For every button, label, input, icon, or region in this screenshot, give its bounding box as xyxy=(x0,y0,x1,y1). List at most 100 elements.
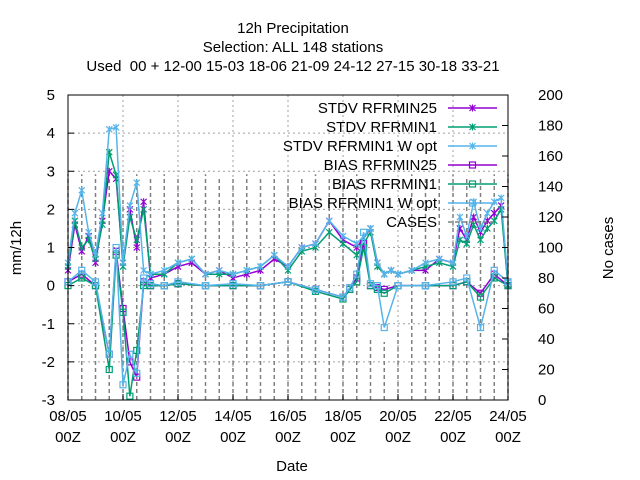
data-point xyxy=(174,278,182,286)
y2-tick-label: 60 xyxy=(538,301,555,318)
data-point xyxy=(463,232,471,240)
title-line-3: Used 00 + 12-00 15-03 18-06 21-09 24-12 … xyxy=(86,58,499,75)
data-point xyxy=(449,278,457,286)
data-point xyxy=(373,282,381,290)
x-axis-label: Date xyxy=(276,458,308,475)
data-point xyxy=(243,266,251,274)
data-point xyxy=(298,244,306,251)
data-point xyxy=(360,228,368,236)
data-point xyxy=(229,280,237,288)
data-point xyxy=(339,232,347,240)
x-tick-label-hour: 00Z xyxy=(385,429,411,446)
data-point xyxy=(394,270,402,278)
series-line xyxy=(67,232,509,385)
data-point xyxy=(490,217,498,225)
x-tick-label-hour: 00Z xyxy=(330,429,356,446)
y2-tick-label: 20 xyxy=(538,362,555,379)
data-point xyxy=(449,259,457,267)
legend-label: BIAS RFRMIN25 xyxy=(324,157,437,174)
x-tick-label-date: 16/05 xyxy=(269,408,307,425)
x-tick-label-date: 12/05 xyxy=(159,408,197,425)
data-point xyxy=(126,350,134,358)
y-tick-label: -2 xyxy=(42,354,55,371)
data-point xyxy=(78,244,86,251)
data-point xyxy=(353,278,361,286)
data-point xyxy=(380,323,388,332)
x-tick-label-date: 08/05 xyxy=(49,408,87,425)
data-point xyxy=(373,259,381,267)
y-tick-label: 3 xyxy=(47,163,55,180)
data-point xyxy=(201,282,210,290)
data-point xyxy=(284,278,292,286)
legend-marker xyxy=(469,104,476,112)
y2-tick-label: 140 xyxy=(538,179,563,196)
data-point xyxy=(312,240,319,248)
data-point xyxy=(98,209,106,217)
data-point xyxy=(202,270,209,278)
data-point xyxy=(366,280,375,288)
legend-label: STDV RFRMIN1 xyxy=(326,119,437,136)
data-point xyxy=(188,255,196,263)
data-point xyxy=(160,266,168,274)
data-point xyxy=(325,217,333,225)
data-point xyxy=(229,270,237,278)
data-point xyxy=(449,282,457,290)
data-point xyxy=(140,198,148,206)
data-point xyxy=(133,179,141,187)
y-tick-label: 1 xyxy=(47,240,55,257)
data-point xyxy=(140,274,148,282)
x-tick-label-date: 10/05 xyxy=(104,408,142,425)
legend-label: STDV RFRMIN1 W opt xyxy=(283,138,438,155)
data-point xyxy=(78,266,86,274)
data-point xyxy=(257,263,264,271)
data-point xyxy=(456,213,464,221)
legend-marker xyxy=(468,161,477,169)
chart-title: 12h Precipitation Selection: ALL 148 sta… xyxy=(86,20,499,75)
data-point xyxy=(353,251,361,259)
legend-label: BIAS RFRMIN1 xyxy=(332,176,437,193)
data-point xyxy=(78,274,86,282)
x-tick-label-hour: 00Z xyxy=(55,429,81,446)
data-point xyxy=(476,323,485,332)
x-tick-label-date: 18/05 xyxy=(324,408,362,425)
y2-tick-label: 200 xyxy=(538,87,563,104)
legend-marker xyxy=(468,199,477,207)
legend-label: BIAS RFRMIN1 W opt xyxy=(289,195,438,212)
data-point xyxy=(483,224,491,232)
legend-marker xyxy=(469,142,476,150)
y2-tick-label: 80 xyxy=(538,270,555,287)
data-point xyxy=(311,285,320,294)
y-tick-label: 4 xyxy=(47,125,55,142)
data-point xyxy=(133,236,141,244)
data-point xyxy=(105,125,113,133)
legend-marker xyxy=(468,180,477,188)
data-point xyxy=(380,270,388,278)
data-point xyxy=(463,240,471,248)
data-point xyxy=(360,240,368,248)
y-tick-label: 0 xyxy=(47,278,55,295)
data-point xyxy=(126,392,134,400)
data-point xyxy=(477,224,484,232)
legend-label: CASES xyxy=(386,214,437,231)
legend-label: STDV RFRMIN25 xyxy=(318,100,437,117)
data-point xyxy=(85,228,93,236)
y2-tick-label: 100 xyxy=(538,240,563,257)
x-tick-label-date: 14/05 xyxy=(214,408,252,425)
x-tick-label-hour: 00Z xyxy=(165,429,191,446)
y-tick-label: 2 xyxy=(47,201,55,218)
y-tick-label: -3 xyxy=(42,392,55,409)
y2-tick-label: 120 xyxy=(538,209,563,226)
data-point xyxy=(490,274,498,282)
data-point xyxy=(78,186,86,194)
data-point xyxy=(490,209,498,217)
legend: STDV RFRMIN25 STDV RFRMIN1 STDV RFRMIN1 W … xyxy=(283,100,497,231)
data-point xyxy=(422,259,429,267)
data-point xyxy=(367,224,374,232)
title-line-1: 12h Precipitation xyxy=(237,20,349,37)
data-point xyxy=(133,244,141,251)
x-tick-label-date: 24/05 xyxy=(489,408,527,425)
data-series xyxy=(64,123,512,400)
title-line-2: Selection: ALL 148 stations xyxy=(203,39,383,56)
data-point xyxy=(147,270,154,278)
data-point xyxy=(483,209,491,217)
